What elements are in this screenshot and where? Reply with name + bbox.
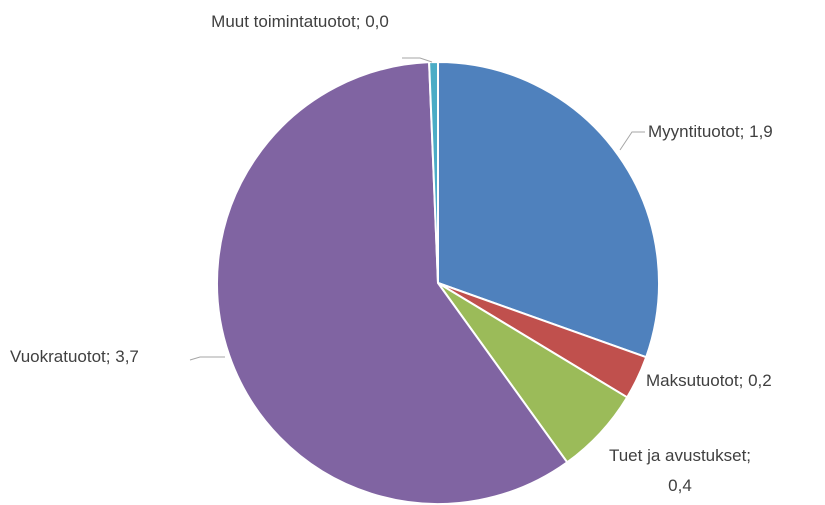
data-label: Vuokratuotot; 3,7	[10, 342, 190, 372]
label-category: Maksutuotot	[646, 371, 739, 390]
pie-slice	[437, 60, 660, 359]
label-value: 0,4	[668, 476, 692, 495]
leader-line	[402, 57, 433, 63]
data-label: Maksutuotot; 0,2	[646, 366, 816, 396]
data-label: Muut toimintatuotot; 0,0	[200, 7, 400, 37]
pie-slice	[428, 60, 439, 284]
label-category: Myyntituotot	[648, 122, 740, 141]
label-value: 0,0	[365, 12, 389, 31]
data-label: Tuet ja avustukset; 0,4	[600, 441, 760, 501]
label-separator: ;	[105, 347, 116, 366]
pie-slice	[216, 61, 569, 505]
label-category: Tuet ja avustukset	[608, 446, 747, 465]
label-value: 0,2	[748, 371, 772, 390]
label-separator: ;	[738, 371, 749, 390]
label-separator: ;	[739, 122, 750, 141]
label-separator: ;	[746, 446, 756, 465]
label-value: 3,7	[115, 347, 139, 366]
label-separator: ;	[355, 12, 366, 31]
leader-line	[189, 356, 225, 361]
slices	[216, 60, 660, 505]
label-value: 1,9	[749, 122, 773, 141]
label-category: Vuokratuotot	[10, 347, 106, 366]
leader-line	[619, 131, 645, 151]
label-category: Muut toimintatuotot	[211, 12, 356, 31]
data-label: Myyntituotot; 1,9	[648, 117, 818, 147]
